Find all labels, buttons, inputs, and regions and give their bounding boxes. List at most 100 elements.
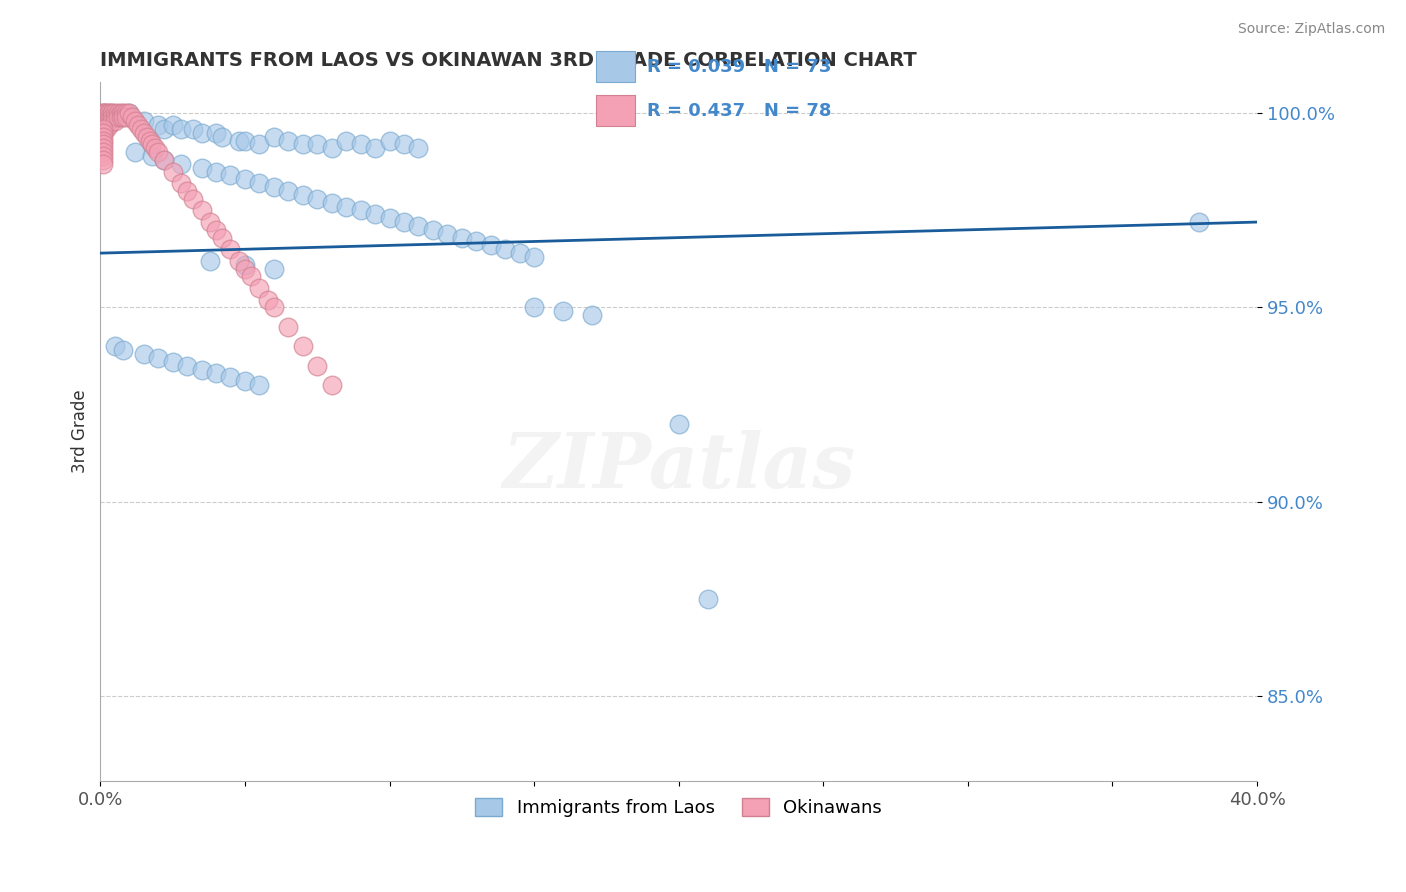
Point bbox=[211, 129, 233, 144]
Point bbox=[247, 281, 270, 295]
Point bbox=[94, 106, 117, 120]
Point bbox=[408, 219, 430, 233]
Point bbox=[98, 118, 121, 132]
Point bbox=[135, 129, 157, 144]
Point bbox=[263, 301, 285, 315]
Point bbox=[94, 106, 117, 120]
Point bbox=[91, 126, 114, 140]
Point bbox=[321, 378, 343, 392]
Point bbox=[190, 161, 212, 175]
Point bbox=[205, 164, 228, 178]
Point bbox=[94, 118, 117, 132]
Point bbox=[104, 106, 127, 120]
Point bbox=[91, 114, 114, 128]
Point bbox=[107, 110, 129, 124]
Point bbox=[104, 339, 127, 353]
Point bbox=[263, 129, 285, 144]
Point bbox=[219, 370, 242, 384]
Point bbox=[91, 141, 114, 155]
Point bbox=[110, 106, 132, 120]
Point bbox=[104, 110, 127, 124]
Point bbox=[378, 211, 401, 226]
Text: IMMIGRANTS FROM LAOS VS OKINAWAN 3RD GRADE CORRELATION CHART: IMMIGRANTS FROM LAOS VS OKINAWAN 3RD GRA… bbox=[100, 51, 917, 70]
Point bbox=[148, 351, 170, 365]
Point bbox=[190, 362, 212, 376]
Point bbox=[494, 242, 516, 256]
Point bbox=[91, 106, 114, 120]
Point bbox=[181, 122, 204, 136]
Point bbox=[1188, 215, 1211, 229]
Point bbox=[200, 215, 222, 229]
Point bbox=[247, 378, 270, 392]
Point bbox=[277, 134, 299, 148]
Point bbox=[211, 230, 233, 244]
Point bbox=[321, 141, 343, 155]
Point bbox=[91, 118, 114, 132]
Point bbox=[129, 122, 152, 136]
Point bbox=[132, 126, 155, 140]
Point bbox=[91, 153, 114, 167]
Point bbox=[190, 126, 212, 140]
Point bbox=[170, 157, 193, 171]
Point bbox=[190, 203, 212, 218]
Point bbox=[233, 172, 256, 186]
Point bbox=[228, 253, 250, 268]
Point bbox=[233, 374, 256, 388]
Point bbox=[98, 114, 121, 128]
Point bbox=[110, 110, 132, 124]
Point bbox=[364, 207, 387, 221]
Text: ZIPatlas: ZIPatlas bbox=[502, 430, 855, 504]
Point bbox=[91, 129, 114, 144]
Point bbox=[115, 110, 138, 124]
Point bbox=[162, 355, 184, 369]
Point bbox=[523, 250, 546, 264]
Point bbox=[321, 195, 343, 210]
Point bbox=[91, 149, 114, 163]
Point bbox=[170, 176, 193, 190]
Point bbox=[91, 157, 114, 171]
Point bbox=[378, 134, 401, 148]
Point bbox=[291, 339, 314, 353]
Point bbox=[141, 149, 163, 163]
Point bbox=[124, 145, 146, 160]
Point bbox=[307, 359, 329, 373]
Point bbox=[349, 203, 371, 218]
Point bbox=[162, 164, 184, 178]
Point bbox=[94, 110, 117, 124]
Point bbox=[364, 141, 387, 155]
Point bbox=[219, 242, 242, 256]
Point bbox=[668, 417, 690, 431]
Point bbox=[181, 192, 204, 206]
Point bbox=[263, 261, 285, 276]
Point bbox=[98, 110, 121, 124]
Point bbox=[465, 235, 488, 249]
Point bbox=[247, 137, 270, 152]
Point bbox=[277, 184, 299, 198]
Point bbox=[138, 134, 160, 148]
Point bbox=[551, 304, 574, 318]
Point bbox=[509, 246, 531, 260]
Point bbox=[392, 137, 415, 152]
Text: R = 0.039   N = 73: R = 0.039 N = 73 bbox=[647, 58, 831, 76]
Point bbox=[121, 110, 143, 124]
Point bbox=[335, 200, 357, 214]
Point bbox=[148, 145, 170, 160]
Point bbox=[176, 184, 198, 198]
Point bbox=[392, 215, 415, 229]
Point bbox=[94, 114, 117, 128]
Point bbox=[94, 110, 117, 124]
Point bbox=[581, 308, 603, 322]
Point bbox=[98, 106, 121, 120]
Point bbox=[91, 137, 114, 152]
Point bbox=[408, 141, 430, 155]
Text: Source: ZipAtlas.com: Source: ZipAtlas.com bbox=[1237, 22, 1385, 37]
Point bbox=[479, 238, 502, 252]
Point bbox=[696, 591, 718, 606]
Point bbox=[124, 114, 146, 128]
Point bbox=[91, 134, 114, 148]
Point bbox=[143, 141, 166, 155]
Point bbox=[162, 118, 184, 132]
Point bbox=[436, 227, 458, 241]
Point bbox=[98, 106, 121, 120]
Point bbox=[233, 258, 256, 272]
